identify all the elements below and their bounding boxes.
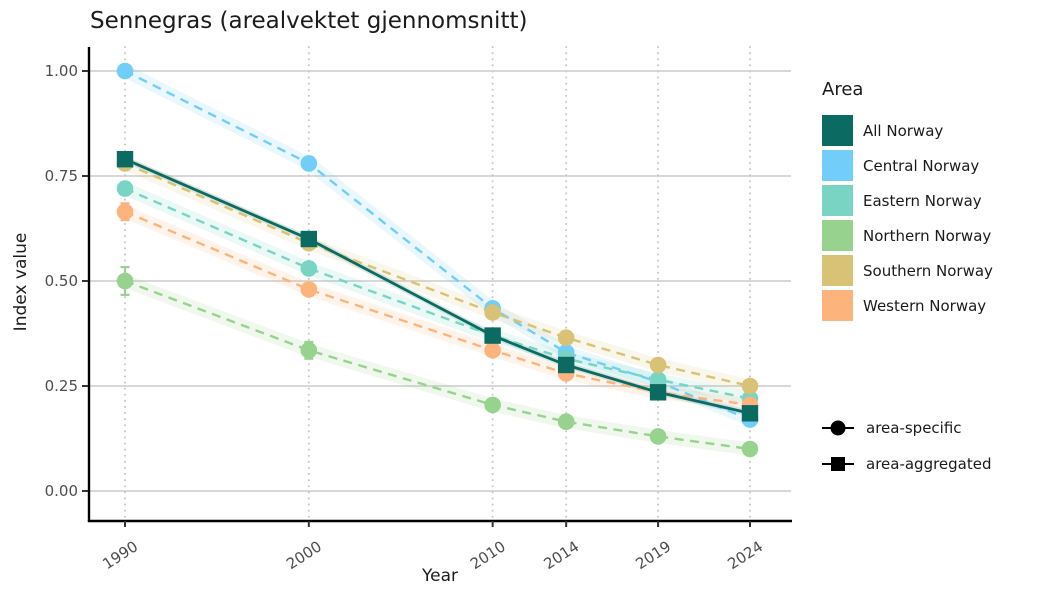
h-gridlines [90, 70, 791, 492]
legend-label: Southern Norway [863, 261, 993, 280]
circle-marker-icon [822, 419, 854, 437]
legend-item-central-norway: Central Norway [822, 150, 993, 181]
series-line-southern-norway [124, 162, 751, 388]
legend-item-eastern-norway: Eastern Norway [822, 185, 993, 216]
svg-text:0.50: 0.50 [45, 272, 78, 290]
shape-legend: area-specific area-aggregated [822, 418, 992, 490]
eastern-norway-swatch [822, 185, 853, 216]
series-points-southern-norway [116, 155, 759, 395]
legend-label: Eastern Norway [863, 191, 982, 210]
x-axis-label: Year [422, 566, 458, 586]
shape-legend-item-area-aggregated: area-aggregated [822, 454, 992, 474]
series-line-all-norway [124, 157, 751, 415]
y-axis-label: Index value [11, 232, 31, 332]
central-norway-swatch [822, 150, 853, 181]
svg-text:2024: 2024 [724, 537, 766, 573]
shape-legend-item-area-specific: area-specific [822, 418, 992, 438]
series-line-central-norway [124, 69, 751, 421]
square-marker-icon [822, 455, 854, 473]
shape-legend-label: area-aggregated [866, 455, 992, 473]
legend-item-southern-norway: Southern Norway [822, 255, 993, 286]
northern-norway-swatch [822, 220, 853, 251]
svg-text:0.75: 0.75 [45, 167, 78, 185]
chart-title: Sennegras (arealvektet gjennomsnitt) [90, 8, 528, 34]
svg-text:1990: 1990 [99, 537, 141, 573]
legend-area: Area All Norway Central Norway Eastern N… [822, 79, 993, 325]
y-axis-ticks: 0.00 0.25 0.50 0.75 1.00 [45, 62, 88, 500]
legend-label: Central Norway [863, 156, 980, 175]
legend-item-all-norway: All Norway [822, 115, 993, 146]
all-norway-swatch [822, 115, 853, 146]
shape-legend-label: area-specific [866, 419, 962, 437]
svg-text:0.00: 0.00 [45, 482, 78, 500]
legend-label: Western Norway [863, 296, 987, 315]
svg-text:2010: 2010 [467, 537, 509, 573]
western-norway-swatch [822, 290, 853, 321]
legend-label: Northern Norway [863, 226, 992, 245]
series-points-all-norway [116, 151, 759, 422]
axes [87, 47, 792, 523]
svg-text:1.00: 1.00 [45, 62, 78, 80]
series-points-northern-norway [116, 272, 759, 458]
svg-text:2000: 2000 [283, 537, 325, 573]
southern-norway-swatch [822, 255, 853, 286]
legend-item-western-norway: Western Norway [822, 290, 993, 321]
legend-item-northern-norway: Northern Norway [822, 220, 993, 251]
legend-label: All Norway [863, 121, 944, 140]
svg-text:2014: 2014 [541, 537, 583, 573]
v-gridlines [124, 46, 751, 521]
series-line-eastern-norway [124, 187, 751, 400]
series-line-northern-norway [124, 279, 751, 451]
svg-text:2019: 2019 [632, 537, 674, 573]
svg-text:0.25: 0.25 [45, 377, 78, 395]
legend-title: Area [822, 79, 864, 100]
